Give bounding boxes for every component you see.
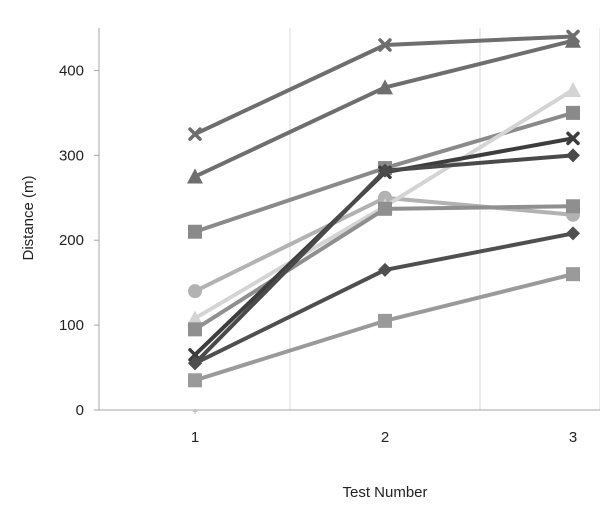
x-axis-title: Test Number — [342, 484, 427, 501]
data-point-marker — [188, 356, 202, 371]
data-point-marker — [378, 163, 392, 178]
y-tick-label: 100 — [59, 317, 84, 334]
y-tick-label: 0 — [76, 402, 84, 419]
series-6 — [188, 199, 580, 337]
data-point-marker — [566, 148, 580, 163]
origin-marker: + — [192, 407, 198, 418]
series-line — [193, 153, 575, 366]
tick-labels: 0 100 200 300 400 1 2 3 — [59, 62, 577, 446]
axes: + — [94, 28, 600, 418]
series-9 — [188, 226, 580, 371]
x-tick-label: 1 — [191, 429, 199, 446]
data-point-marker — [188, 284, 202, 299]
data-point-marker — [565, 81, 581, 97]
data-point-marker — [566, 226, 580, 241]
data-point-marker — [187, 168, 203, 184]
data-point-marker — [566, 267, 580, 282]
data-point-marker — [566, 131, 580, 146]
y-axis-title: Distance (m) — [20, 175, 37, 260]
data-point-marker — [188, 224, 202, 239]
y-tick-label: 300 — [59, 147, 84, 164]
data-point-marker — [187, 310, 203, 326]
data-point-marker — [378, 262, 392, 277]
data-point-marker — [188, 322, 202, 337]
y-tick-label: 200 — [59, 232, 84, 249]
data-point-marker — [378, 38, 392, 52]
data-point-marker — [188, 373, 202, 388]
gridlines — [98, 28, 600, 410]
data-point-marker — [377, 79, 393, 95]
series-10 — [188, 267, 580, 388]
x-tick-label: 2 — [381, 429, 389, 446]
x-tick-label: 3 — [569, 429, 577, 446]
data-point-marker — [378, 201, 392, 216]
data-point-marker — [188, 127, 202, 141]
data-point-marker — [565, 32, 581, 48]
data-point-marker — [378, 313, 392, 328]
data-point-marker — [566, 199, 580, 214]
data-point-marker — [378, 190, 392, 205]
data-point-marker — [566, 105, 580, 120]
y-tick-label: 400 — [59, 62, 84, 79]
series-group — [187, 29, 581, 388]
series-2 — [187, 32, 581, 184]
